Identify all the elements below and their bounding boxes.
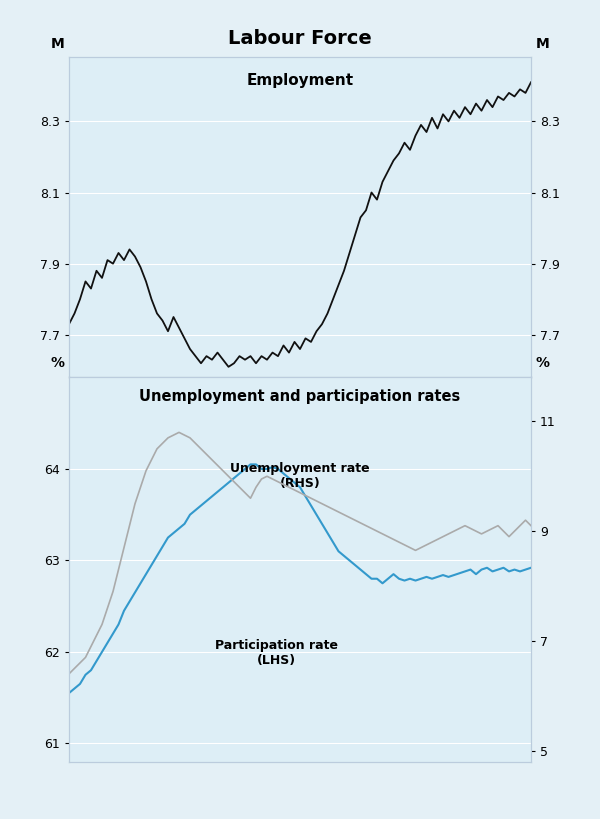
- Text: M: M: [536, 37, 550, 51]
- Text: Unemployment rate
(RHS): Unemployment rate (RHS): [230, 462, 370, 490]
- Text: Labour Force: Labour Force: [228, 29, 372, 48]
- Text: Unemployment and participation rates: Unemployment and participation rates: [139, 389, 461, 404]
- Text: Employment: Employment: [247, 74, 353, 88]
- Text: M: M: [50, 37, 64, 51]
- Text: %: %: [536, 355, 550, 370]
- Text: %: %: [50, 355, 64, 370]
- Text: Participation rate
(LHS): Participation rate (LHS): [215, 639, 338, 667]
